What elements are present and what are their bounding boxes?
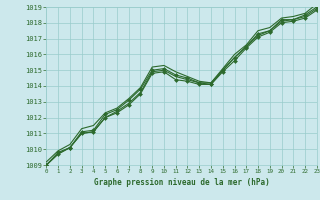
- X-axis label: Graphe pression niveau de la mer (hPa): Graphe pression niveau de la mer (hPa): [94, 178, 269, 187]
